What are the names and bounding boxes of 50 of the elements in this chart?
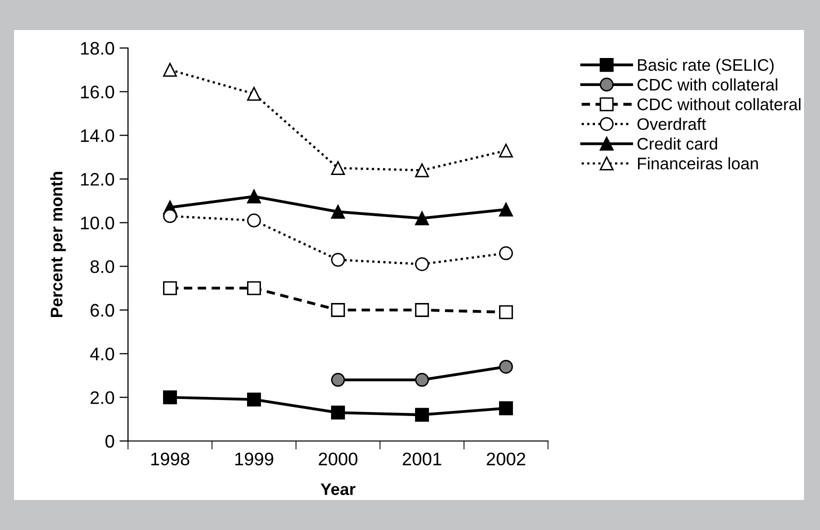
legend-label: Overdraft [637, 118, 706, 130]
point [499, 360, 513, 374]
legend-label: CDC without collateral [638, 98, 800, 110]
y-tick-label: 10.0 [81, 216, 114, 230]
point [331, 406, 345, 420]
y-tick-label: 16.0 [81, 86, 114, 98]
point [247, 392, 261, 406]
point [331, 252, 345, 267]
y-tick-label: 6.0 [90, 304, 114, 317]
y-tick-label: 8.0 [90, 260, 114, 274]
point [247, 214, 261, 228]
x-tick-label: 2002 [486, 452, 526, 466]
legend-label: Basic rate (SELIC) [638, 58, 774, 74]
point [163, 209, 177, 224]
legend-label: Financeiras loan [638, 157, 758, 170]
point [499, 246, 513, 260]
point [415, 257, 429, 272]
point [415, 211, 429, 226]
x-tick-label: 1999 [235, 452, 274, 466]
point [163, 281, 177, 296]
point [163, 390, 177, 404]
x-tick-label: 2000 [318, 452, 358, 466]
y-tick-label: 2.0 [90, 391, 114, 404]
point [499, 401, 513, 416]
point [415, 303, 429, 317]
x-tick-label: 2001 [402, 452, 442, 466]
point [247, 190, 261, 204]
point [331, 372, 345, 387]
point [247, 281, 261, 296]
point [499, 305, 513, 320]
legend-label: CDC with collateral [638, 78, 778, 91]
point [415, 163, 429, 178]
y-axis-title: Percent per month [50, 172, 66, 318]
x-axis-title: Year [320, 483, 356, 496]
point [415, 372, 429, 387]
point [247, 86, 261, 101]
y-tick-label: 14.0 [81, 129, 114, 142]
point [499, 144, 513, 158]
legend-label: Credit card [638, 137, 718, 150]
y-tick-label: 0 [105, 434, 114, 448]
point [163, 62, 177, 77]
point [331, 204, 345, 219]
y-tick-label: 4.0 [90, 348, 114, 360]
y-tick-label: 12.0 [81, 172, 114, 186]
point [499, 202, 513, 217]
point [331, 303, 345, 317]
point [415, 408, 429, 422]
point [331, 161, 345, 176]
y-tick-label: 18.0 [81, 42, 114, 55]
x-tick-label: 1998 [151, 452, 190, 466]
